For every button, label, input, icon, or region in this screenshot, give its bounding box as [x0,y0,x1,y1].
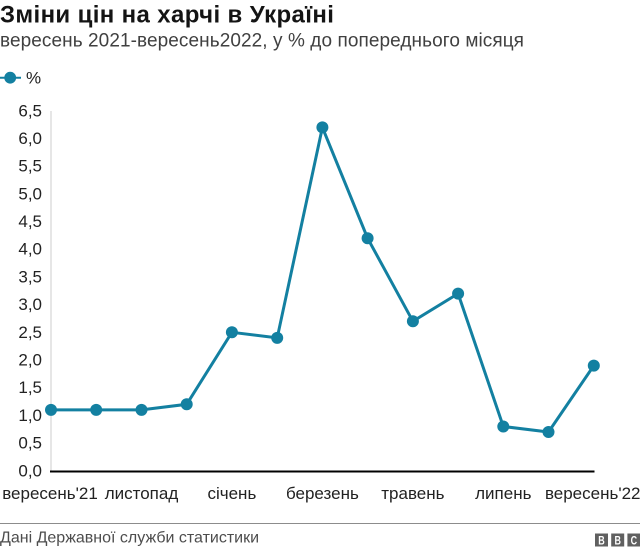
svg-text:5,0: 5,0 [18,184,42,203]
svg-text:2,0: 2,0 [18,351,42,370]
svg-text:3,0: 3,0 [18,295,42,314]
svg-text:1,5: 1,5 [18,378,42,397]
svg-text:6,0: 6,0 [18,129,42,148]
svg-text:0,0: 0,0 [18,461,42,480]
svg-text:Зміни цін на харчі в Україні: Зміни цін на харчі в Україні [0,2,334,29]
svg-text:6,5: 6,5 [18,101,42,120]
svg-text:вересень'21: вересень'21 [2,484,98,503]
svg-text:C: C [631,535,638,547]
svg-text:травень: травень [381,484,444,503]
svg-text:B: B [614,535,620,547]
svg-text:листопад: листопад [105,484,179,503]
svg-text:0,5: 0,5 [18,434,42,453]
svg-text:B: B [598,535,604,547]
svg-text:вересень 2021-вересень2022, у: вересень 2021-вересень2022, у % до попер… [0,31,524,52]
svg-text:5,5: 5,5 [18,157,42,176]
svg-text:березень: березень [286,484,359,503]
svg-text:липень: липень [475,484,531,503]
svg-text:4,0: 4,0 [18,240,42,259]
svg-text:вересень'22: вересень'22 [545,484,640,503]
svg-text:Дані Державної служби статисти: Дані Державної служби статистики [0,530,259,547]
svg-text:2,5: 2,5 [18,323,42,342]
svg-text:1,0: 1,0 [18,406,42,425]
svg-text:4,5: 4,5 [18,212,42,231]
svg-text:%: % [26,69,41,88]
svg-text:січень: січень [207,484,256,503]
svg-text:3,5: 3,5 [18,267,42,286]
